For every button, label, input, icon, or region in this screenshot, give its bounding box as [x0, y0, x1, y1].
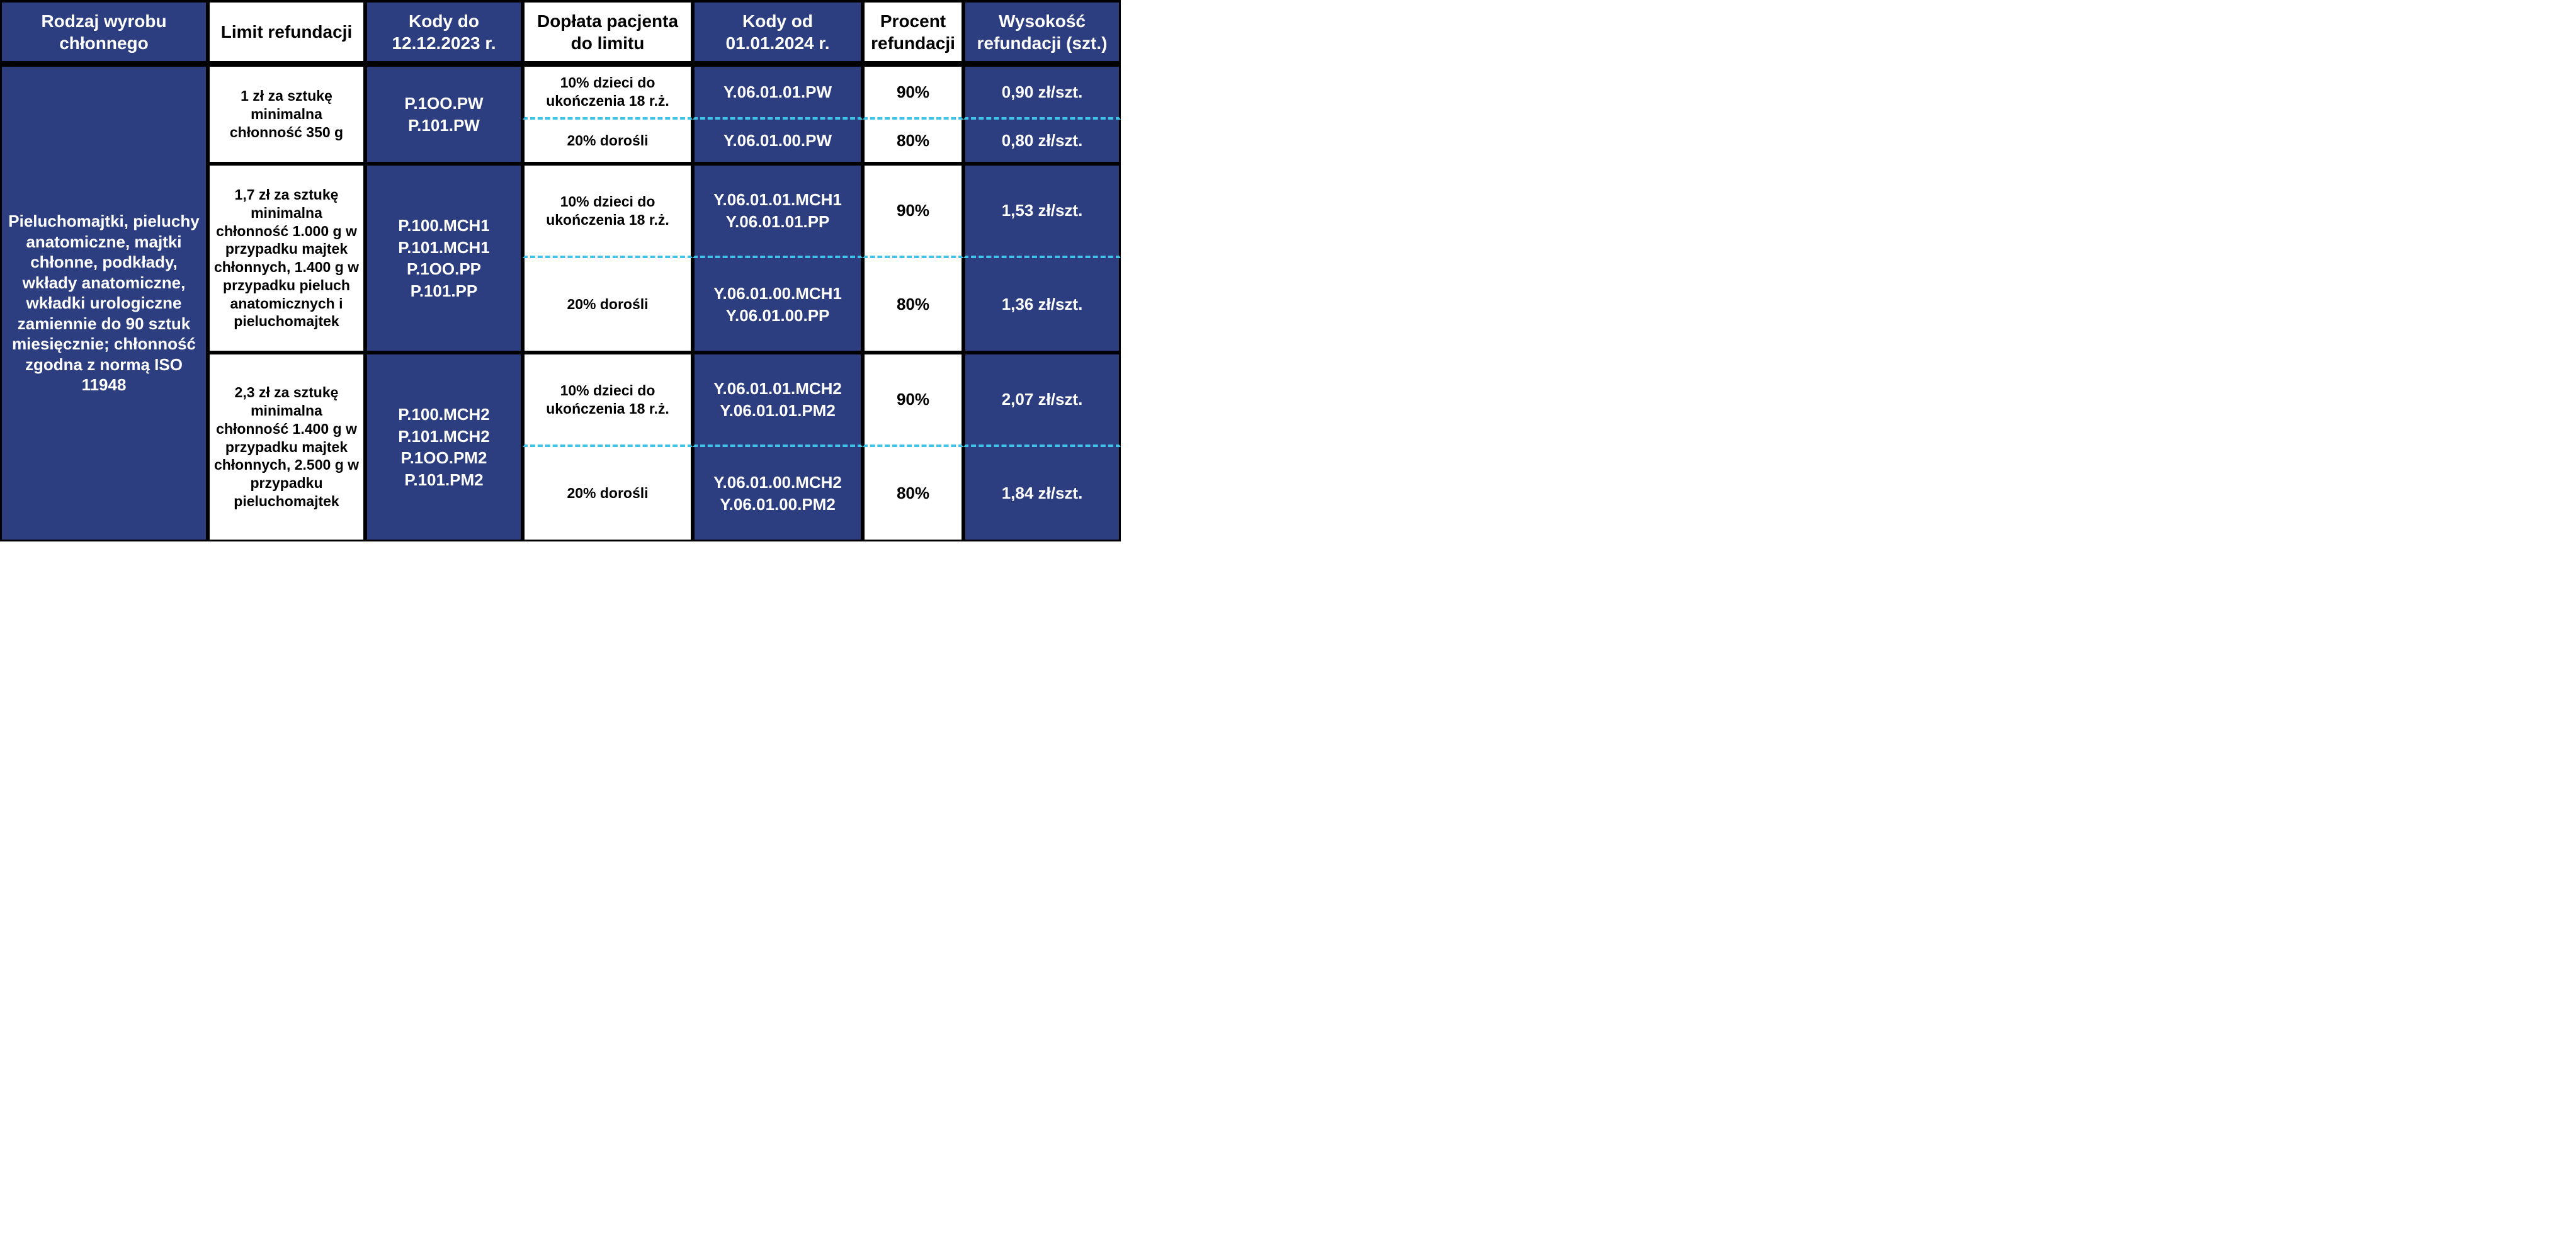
code-new: Y.06.01.01.PW — [723, 82, 832, 103]
col-header-percent: Procent refundacji — [863, 0, 963, 63]
code-old: P.101.MCH2 — [398, 426, 490, 447]
col-header-copay: Dopłata pacjenta do limitu — [523, 0, 693, 63]
code-old: P.100.MCH1 — [398, 215, 490, 236]
product-type-cell: Pieluchomajtki, pieluchy anatomiczne, ma… — [0, 63, 208, 541]
amount-cell: 1,36 zł/szt. — [963, 258, 1121, 353]
amount-cell: 1,53 zł/szt. — [963, 164, 1121, 258]
codes-new-cell: Y.06.01.00.PW — [693, 120, 863, 164]
limit-cell: 1 zł za sztukę minimalna chłonność 350 g — [208, 63, 365, 164]
col-header-codes-new: Kody od 01.01.2024 r. — [693, 0, 863, 63]
code-old: P.101.PP — [411, 281, 478, 302]
amount-cell: 2,07 zł/szt. — [963, 353, 1121, 447]
code-new: Y.06.01.01.MCH2 — [713, 378, 842, 399]
code-old: P.100.MCH2 — [398, 404, 490, 425]
codes-old-cell: P.100.MCH2 P.101.MCH2 P.1OO.PM2 P.101.PM… — [365, 353, 523, 541]
copay-cell: 20% dorośli — [523, 120, 693, 164]
percent-cell: 80% — [863, 447, 963, 541]
code-new: Y.06.01.00.PM2 — [720, 494, 836, 515]
col-header-amount: Wysokość refundacji (szt.) — [963, 0, 1121, 63]
code-old: P.1OO.PM2 — [401, 448, 487, 468]
code-new: Y.06.01.01.PM2 — [720, 400, 836, 421]
code-old: P.101.PM2 — [404, 470, 483, 490]
codes-new-cell: Y.06.01.00.MCH2 Y.06.01.00.PM2 — [693, 447, 863, 541]
percent-cell: 80% — [863, 120, 963, 164]
code-new: Y.06.01.01.MCH1 — [713, 190, 842, 210]
percent-cell: 90% — [863, 164, 963, 258]
limit-cell: 2,3 zł za sztukę minimalna chłonność 1.4… — [208, 353, 365, 541]
refund-table: Rodzaj wyrobu chłonnego Limit refundacji… — [0, 0, 1121, 541]
percent-cell: 80% — [863, 258, 963, 353]
codes-new-cell: Y.06.01.00.MCH1 Y.06.01.00.PP — [693, 258, 863, 353]
code-new: Y.06.01.00.PP — [726, 305, 830, 326]
copay-cell: 10% dzieci do ukończenia 18 r.ż. — [523, 164, 693, 258]
code-new: Y.06.01.00.MCH2 — [713, 472, 842, 493]
codes-new-cell: Y.06.01.01.PW — [693, 63, 863, 120]
copay-cell: 20% dorośli — [523, 447, 693, 541]
codes-new-cell: Y.06.01.01.MCH2 Y.06.01.01.PM2 — [693, 353, 863, 447]
amount-cell: 0,90 zł/szt. — [963, 63, 1121, 120]
codes-old-cell: P.1OO.PW P.101.PW — [365, 63, 523, 164]
code-old: P.1OO.PP — [407, 259, 481, 280]
col-header-codes-old: Kody do 12.12.2023 r. — [365, 0, 523, 63]
copay-cell: 20% dorośli — [523, 258, 693, 353]
limit-cell: 1,7 zł za sztukę minimalna chłonność 1.0… — [208, 164, 365, 353]
col-header-limit: Limit refundacji — [208, 0, 365, 63]
code-old: P.1OO.PW — [404, 93, 483, 114]
code-old: P.101.PW — [408, 115, 480, 136]
codes-old-cell: P.100.MCH1 P.101.MCH1 P.1OO.PP P.101.PP — [365, 164, 523, 353]
code-new: Y.06.01.01.PP — [726, 212, 830, 232]
code-new: Y.06.01.00.PW — [723, 130, 832, 151]
col-header-product: Rodzaj wyrobu chłonnego — [0, 0, 208, 63]
codes-new-cell: Y.06.01.01.MCH1 Y.06.01.01.PP — [693, 164, 863, 258]
code-new: Y.06.01.00.MCH1 — [713, 283, 842, 304]
copay-cell: 10% dzieci do ukończenia 18 r.ż. — [523, 353, 693, 447]
amount-cell: 0,80 zł/szt. — [963, 120, 1121, 164]
amount-cell: 1,84 zł/szt. — [963, 447, 1121, 541]
code-old: P.101.MCH1 — [398, 237, 490, 258]
percent-cell: 90% — [863, 353, 963, 447]
copay-cell: 10% dzieci do ukończenia 18 r.ż. — [523, 63, 693, 120]
percent-cell: 90% — [863, 63, 963, 120]
